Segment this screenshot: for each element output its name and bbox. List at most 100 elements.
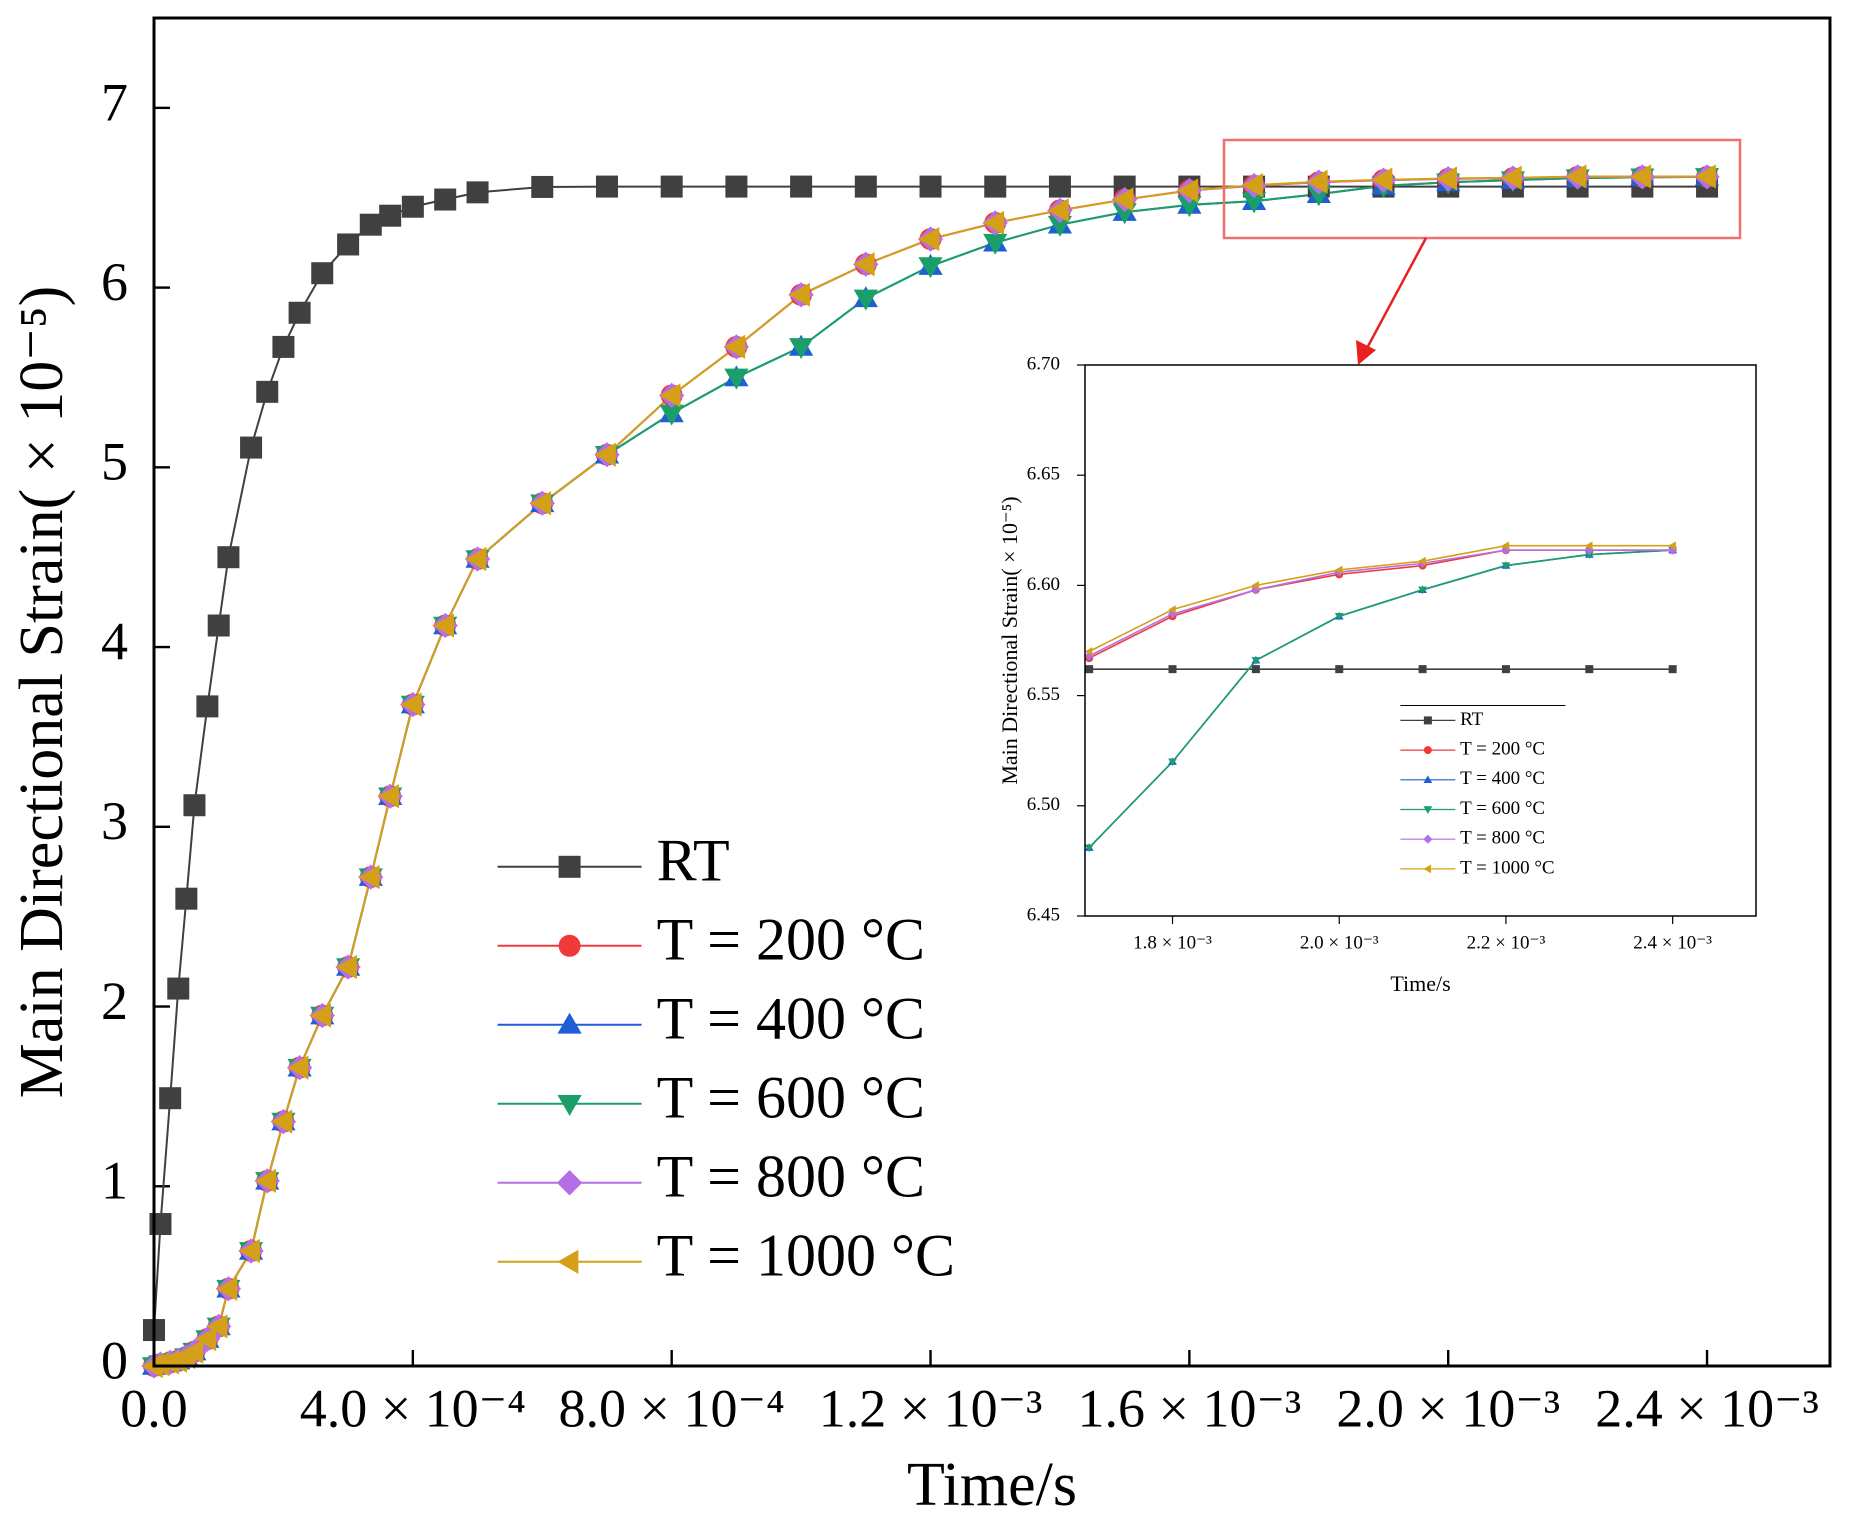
marker (1436, 166, 1458, 191)
legend-marker (558, 934, 581, 957)
zoom-arrow-head (1356, 340, 1376, 365)
marker (1501, 541, 1510, 551)
x-tick-label: 8.0 × 10⁻⁴ (559, 1378, 785, 1438)
marker (196, 695, 219, 718)
marker (1047, 198, 1069, 223)
legend-label: T = 200 °C (657, 907, 925, 973)
marker (175, 887, 198, 910)
x-tick-label: 0.0 (120, 1378, 188, 1438)
marker (1251, 581, 1260, 590)
series-line (1088, 549, 1673, 657)
marker (1241, 192, 1267, 214)
x-axis-label: Time/s (1390, 971, 1450, 996)
legend-marker (1423, 864, 1432, 874)
marker (238, 1238, 260, 1264)
legend-marker (557, 1249, 579, 1274)
marker (1168, 665, 1177, 674)
x-tick-label: 2.0 × 10⁻³ (1336, 1378, 1560, 1438)
legend-label: T = 1000 °C (657, 1223, 955, 1289)
marker (1501, 562, 1511, 570)
y-tick-label: 1 (101, 1151, 128, 1211)
marker (1501, 665, 1510, 674)
marker (378, 784, 399, 809)
marker (983, 233, 1008, 255)
marker (1306, 169, 1328, 194)
y-tick-label: 2 (101, 971, 128, 1031)
marker (240, 436, 263, 459)
y-tick-label: 6.50 (1027, 794, 1060, 815)
marker (531, 175, 554, 198)
marker (216, 1276, 238, 1301)
y-tick-label: 7 (101, 72, 128, 132)
legend-marker (557, 1012, 582, 1034)
legend-marker (1423, 775, 1433, 783)
marker (401, 195, 424, 218)
marker (1585, 665, 1594, 674)
series-line (1088, 549, 1673, 849)
legend-marker (558, 855, 581, 878)
marker (725, 175, 748, 198)
marker (465, 546, 487, 572)
y-tick-label: 6 (101, 252, 128, 312)
marker (984, 175, 1007, 198)
y-tick-label: 0 (101, 1330, 128, 1390)
legend-label: T = 800 °C (657, 1144, 925, 1210)
y-tick-label: 5 (101, 432, 128, 492)
marker (724, 334, 746, 360)
marker (400, 692, 422, 717)
marker (918, 257, 943, 279)
marker (1584, 551, 1594, 559)
y-tick-label: 6.60 (1027, 574, 1060, 595)
plot-frame (1084, 364, 1757, 917)
y-tick-label: 4 (101, 611, 128, 671)
marker (256, 380, 279, 403)
marker (854, 175, 877, 198)
series-line (1088, 544, 1673, 653)
legend-label: T = 800 °C (1460, 828, 1545, 849)
marker (206, 1314, 228, 1339)
legend-label: T = 600 °C (657, 1065, 925, 1131)
marker (195, 1326, 217, 1352)
marker (983, 210, 1005, 235)
marker (183, 794, 206, 817)
marker (1334, 565, 1343, 575)
legend-label: RT (1460, 709, 1484, 730)
marker (1694, 164, 1716, 189)
plot-area (1085, 365, 1756, 916)
legend-label: T = 200 °C (1460, 738, 1545, 759)
marker (918, 226, 940, 252)
marker (919, 175, 942, 198)
marker (530, 491, 552, 516)
marker (288, 301, 311, 324)
x-tick-label: 2.0 × 10⁻³ (1300, 932, 1379, 953)
marker (434, 188, 457, 211)
y-tick-label: 6.45 (1027, 904, 1060, 925)
marker (1584, 541, 1593, 551)
marker (594, 442, 616, 467)
zoom-arrow (1364, 237, 1428, 351)
marker (1241, 173, 1263, 198)
legend-marker (1423, 716, 1432, 725)
marker (1251, 665, 1260, 674)
y-tick-label: 6.65 (1027, 464, 1060, 485)
marker (1048, 175, 1071, 198)
marker (659, 404, 684, 426)
marker (1565, 164, 1587, 189)
x-tick-label: 1.8 × 10⁻³ (1133, 932, 1212, 953)
marker (790, 175, 813, 198)
marker (379, 204, 402, 227)
marker (724, 368, 749, 390)
marker (1168, 605, 1176, 615)
marker (287, 1055, 309, 1080)
marker (1177, 178, 1199, 203)
marker (1084, 647, 1093, 656)
marker (207, 614, 230, 637)
marker (217, 546, 240, 569)
y-axis-label: Main Directional Strain( × 10⁻⁵) (997, 496, 1022, 784)
marker (1334, 613, 1344, 621)
marker (1668, 665, 1677, 674)
marker (853, 252, 875, 277)
marker (659, 383, 681, 408)
marker (1418, 586, 1427, 595)
